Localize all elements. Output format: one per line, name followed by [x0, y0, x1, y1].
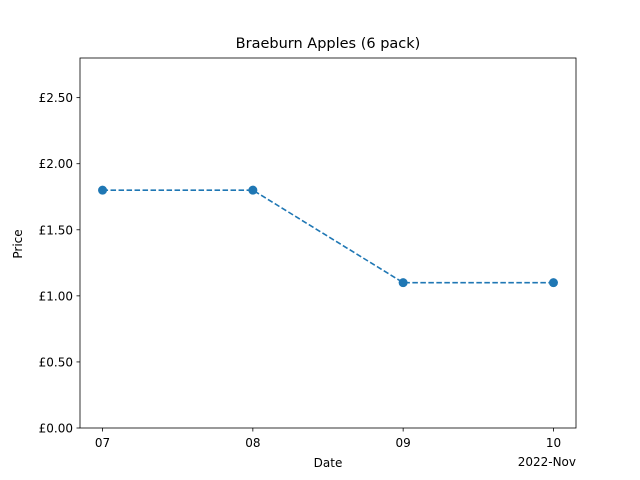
x-axis-title: Date [314, 456, 343, 470]
y-tick-label: £2.50 [39, 91, 73, 105]
y-tick-label: £1.00 [39, 289, 73, 303]
x-tick-label: 08 [245, 436, 260, 450]
data-point-10 [548, 278, 558, 288]
series-line [102, 189, 554, 284]
y-tick-label: £0.50 [39, 355, 73, 369]
chart-title: Braeburn Apples (6 pack) [236, 36, 421, 52]
plot-area: £0.00 £0.50 £1.00 £1.50 £2.00 £2.50 07 08 09 10 [39, 57, 577, 450]
data-point-07 [98, 185, 108, 195]
x-tick-label: 07 [95, 436, 110, 450]
y-tick-label: £0.00 [39, 422, 73, 436]
x-tick-label: 09 [396, 436, 411, 450]
y-axis-title: Price [11, 229, 25, 258]
x-tick-label: 10 [546, 436, 561, 450]
y-tick-label: £1.50 [39, 223, 73, 237]
data-point-08 [248, 185, 258, 195]
data-point-09 [398, 278, 408, 288]
y-tick-label: £2.00 [39, 157, 73, 171]
axes-frame [79, 57, 577, 429]
x-axis-offset-label: 2022-Nov [518, 455, 576, 469]
